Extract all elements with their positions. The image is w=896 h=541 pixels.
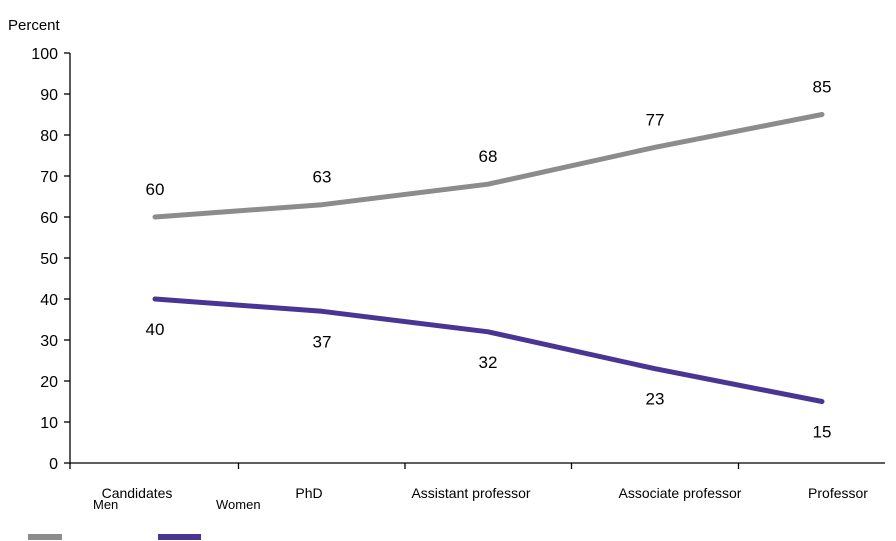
y-axis: 0 10 20 30 40 50 60 70 80 90 100 [31, 46, 71, 473]
y-tick-label: 30 [40, 333, 58, 350]
y-axis-label: Percent [8, 17, 61, 34]
data-label: 32 [479, 353, 498, 372]
data-labels: 60 63 68 77 85 40 37 32 23 15 [146, 78, 832, 442]
y-tick-label: 0 [49, 456, 58, 473]
x-tick-label: Associate professor [619, 485, 742, 501]
data-label: 23 [646, 390, 665, 409]
data-label: 85 [813, 78, 832, 97]
x-tick-label: Professor [808, 485, 868, 501]
y-tick-label: 10 [40, 415, 58, 432]
legend-label-women: Women [216, 497, 261, 512]
y-tick-label: 20 [40, 374, 58, 391]
y-tick-label: 50 [40, 251, 58, 268]
x-tick-label: Candidates [102, 485, 173, 501]
data-label: 37 [313, 332, 332, 351]
y-tick-label: 80 [40, 128, 58, 145]
y-tick-label: 100 [31, 46, 58, 63]
data-label: 63 [313, 168, 332, 187]
y-tick-label: 60 [40, 210, 58, 227]
data-label: 68 [479, 147, 498, 166]
x-axis: Candidates PhD Assistant professor Associat… [69, 462, 885, 501]
legend-label-men: Men [93, 497, 118, 512]
legend: Men Women [28, 497, 261, 540]
y-tick-label: 40 [40, 292, 58, 309]
series-lines [152, 112, 825, 404]
y-tick-label: 70 [40, 169, 58, 186]
data-label: 77 [646, 110, 665, 129]
x-tick-label: PhD [295, 485, 322, 501]
data-label: 15 [813, 423, 832, 442]
series-line-women [152, 296, 825, 404]
series-line-men [152, 112, 825, 220]
y-tick-label: 90 [40, 87, 58, 104]
x-tick-label: Assistant professor [411, 485, 530, 501]
data-label: 60 [146, 180, 165, 199]
data-label: 40 [146, 320, 165, 339]
